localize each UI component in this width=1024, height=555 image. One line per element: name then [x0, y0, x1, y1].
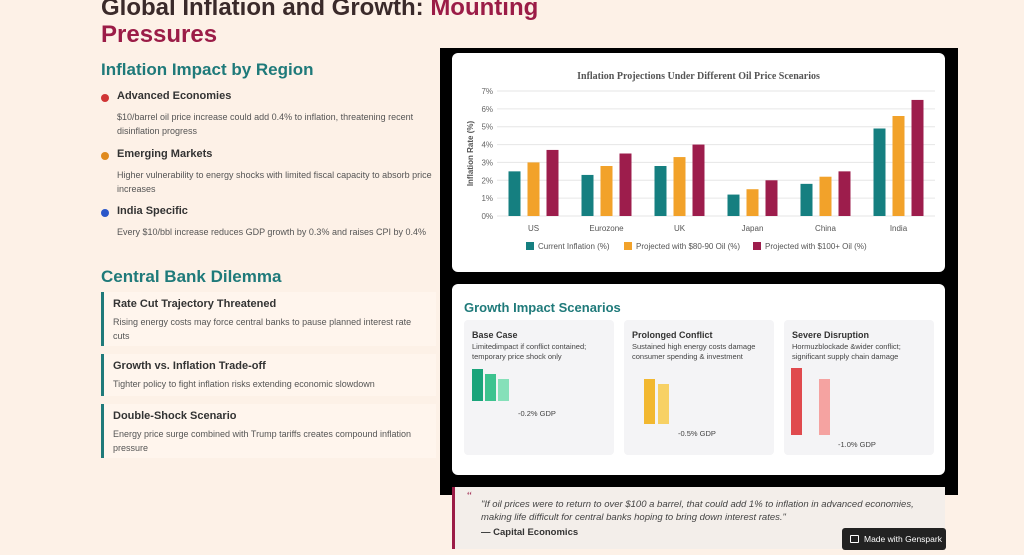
chart-bar — [800, 183, 813, 216]
blue-dot-icon — [101, 209, 109, 217]
orange-dot-icon — [101, 152, 109, 160]
chart-bar — [819, 176, 832, 216]
quote-text: "If oil prices were to return to over $1… — [481, 499, 914, 523]
quote-mark-icon: “ — [467, 490, 472, 502]
region-item-india: India Specific Every $10/bbl increase re… — [101, 205, 436, 239]
chart-bar — [546, 149, 559, 216]
inflation-chart-card: Inflation Projections Under Different Oi… — [452, 53, 945, 272]
dilemma-desc: Rising energy costs may force central ba… — [113, 317, 412, 341]
chart-bar — [673, 157, 686, 216]
legend-label: Current Inflation (%) — [538, 242, 610, 251]
title-accent: Mounting Pressures — [101, 0, 539, 48]
impact-bar — [485, 374, 496, 401]
region-desc: $10/barrel oil price increase could add … — [117, 112, 414, 136]
impact-bar — [644, 379, 655, 424]
scenario-severe-disruption: Severe Disruption Hormuzblockade &wider … — [784, 320, 934, 455]
impact-bar — [472, 369, 483, 401]
region-item-emerging: Emerging Markets Higher vulnerability to… — [101, 148, 436, 196]
gdp-impact-label: -1.0% GDP — [838, 440, 876, 449]
scenario-prolonged-conflict: Prolonged Conflict Sustained high energy… — [624, 320, 774, 455]
chart-bar — [654, 166, 667, 216]
chart-bar — [619, 153, 632, 216]
legend-swatch — [753, 242, 761, 250]
region-title: India Specific — [117, 205, 188, 217]
dilemma-card-rate-cut: Rate Cut Trajectory Threatened Rising en… — [101, 292, 436, 346]
dilemma-desc: Energy price surge combined with Trump t… — [113, 429, 411, 453]
chart-bar — [692, 144, 705, 216]
impact-bar — [658, 384, 669, 424]
red-dot-icon — [101, 94, 109, 102]
chart-bar — [746, 189, 759, 216]
y-axis-label: Inflation Rate (%) — [466, 121, 475, 187]
scenario-desc: Sustained high energy costs damage consu… — [632, 342, 756, 361]
y-tick-label: 3% — [481, 158, 493, 167]
quote-source: — Capital Economics — [481, 527, 579, 538]
y-tick-label: 2% — [481, 176, 493, 185]
impact-bar — [819, 379, 830, 435]
scenario-base-case: Base Case Limitedimpact if conflict cont… — [464, 320, 614, 455]
legend-swatch — [526, 242, 534, 250]
legend-swatch — [624, 242, 632, 250]
x-tick-label: China — [815, 224, 836, 233]
chart-bar — [911, 99, 924, 216]
chart-bar — [873, 128, 886, 216]
impact-bar — [791, 368, 802, 435]
inflation-chart: 0% 1% 2% 3% 4% 5% 6% 7% Inflation Rate (%) US Euro… — [466, 87, 935, 251]
region-title: Advanced Economies — [117, 90, 232, 102]
inflation-heading: Inflation Impact by Region — [101, 60, 314, 79]
scenario-title: Base Case — [472, 330, 518, 340]
region-desc: Higher vulnerability to energy shocks wi… — [117, 170, 432, 194]
x-tick-label: Japan — [742, 224, 764, 233]
scenario-title: Severe Disruption — [792, 330, 870, 340]
dilemma-title: Double-Shock Scenario — [113, 410, 237, 422]
impact-bar — [498, 379, 509, 401]
dilemma-title: Rate Cut Trajectory Threatened — [113, 298, 277, 310]
badge-label: Made with Genspark — [864, 534, 942, 544]
y-tick-label: 0% — [481, 212, 493, 221]
y-tick-label: 6% — [481, 105, 493, 114]
page-title: Global Inflation and Growth: Mounting Pr… — [101, 0, 621, 48]
title-main: Global Inflation and Growth: — [101, 0, 424, 21]
growth-heading: Growth Impact Scenarios — [464, 300, 621, 315]
chart-bar — [600, 166, 613, 216]
region-title: Emerging Markets — [117, 148, 213, 160]
y-tick-label: 5% — [481, 123, 493, 132]
chart-bar — [508, 171, 521, 216]
scenario-desc: Hormuzblockade &wider conflict; signific… — [792, 342, 901, 361]
scenario-desc: Limitedimpact if conflict contained; tem… — [472, 342, 587, 361]
y-tick-label: 4% — [481, 141, 493, 150]
chart-bar — [838, 171, 851, 216]
made-with-genspark-badge[interactable]: Made with Genspark — [842, 528, 946, 550]
scenario-title: Prolonged Conflict — [632, 330, 713, 340]
dilemma-desc: Tighter policy to fight inflation risks … — [113, 379, 375, 389]
chart-title: Inflation Projections Under Different Oi… — [577, 71, 820, 82]
x-tick-label: Eurozone — [589, 224, 624, 233]
y-tick-label: 1% — [481, 194, 493, 203]
dilemma-card-double-shock: Double-Shock Scenario Energy price surge… — [101, 404, 436, 458]
region-item-advanced: Advanced Economies $10/barrel oil price … — [101, 90, 436, 138]
x-tick-label: UK — [674, 224, 686, 233]
legend-label: Projected with $100+ Oil (%) — [765, 242, 867, 251]
chart-bar — [765, 180, 778, 216]
chart-bar — [581, 174, 594, 216]
gdp-impact-label: -0.5% GDP — [678, 429, 716, 438]
chart-bar — [727, 194, 740, 216]
region-desc: Every $10/bbl increase reduces GDP growt… — [117, 227, 426, 237]
y-tick-label: 7% — [481, 87, 493, 96]
chart-bar — [527, 162, 540, 216]
genspark-icon — [850, 535, 859, 543]
x-tick-label: US — [528, 224, 539, 233]
growth-scenarios-card: Growth Impact Scenarios Base Case Limite… — [452, 284, 945, 475]
dilemma-title: Growth vs. Inflation Trade-off — [113, 360, 266, 372]
gdp-impact-label: -0.2% GDP — [518, 409, 556, 418]
dilemma-card-tradeoff: Growth vs. Inflation Trade-off Tighter p… — [101, 354, 436, 396]
chart-bar — [892, 116, 905, 216]
legend-label: Projected with $80-90 Oil (%) — [636, 242, 740, 251]
x-tick-label: India — [890, 224, 908, 233]
dilemma-heading: Central Bank Dilemma — [101, 267, 282, 286]
